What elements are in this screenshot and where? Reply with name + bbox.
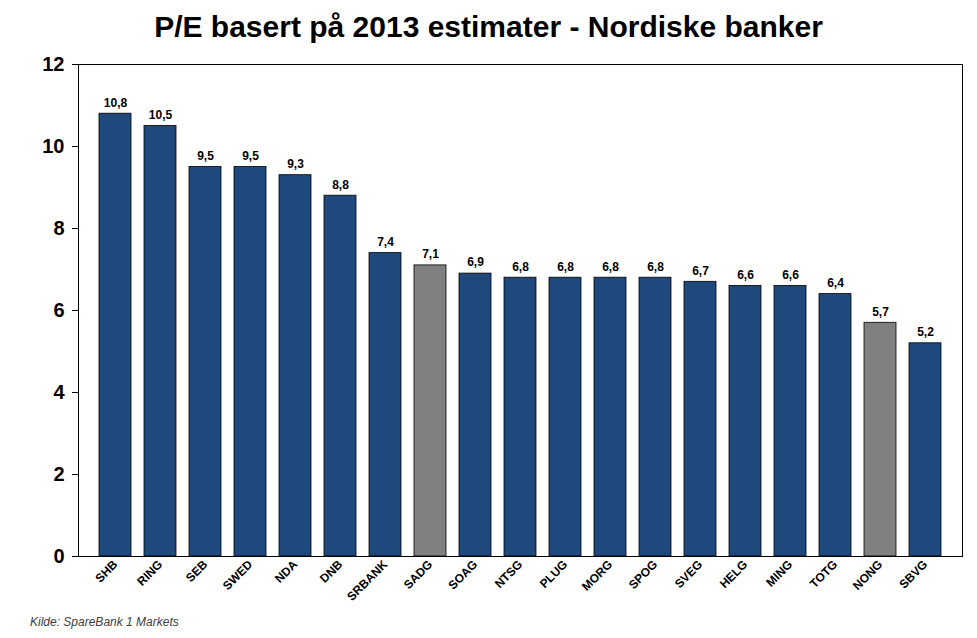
- svg-text:DNB: DNB: [317, 557, 346, 586]
- svg-text:6,8: 6,8: [557, 260, 574, 274]
- html-text:Kilde: SpareBank 1 Markets: Kilde: SpareBank 1 Markets: [30, 615, 179, 629]
- svg-text:6,6: 6,6: [737, 268, 754, 282]
- svg-text:9,5: 9,5: [197, 149, 214, 163]
- svg-text:SEB: SEB: [183, 557, 211, 585]
- svg-text:5,7: 5,7: [872, 305, 889, 319]
- svg-text:2: 2: [53, 463, 64, 485]
- svg-text:RING: RING: [134, 557, 165, 588]
- svg-text:9,5: 9,5: [242, 149, 259, 163]
- svg-text:7,4: 7,4: [377, 235, 394, 249]
- svg-text:9,3: 9,3: [287, 157, 304, 171]
- svg-text:6,9: 6,9: [467, 255, 484, 269]
- svg-text:PLUG: PLUG: [537, 557, 570, 590]
- html-text:P/E basert på 2013 estimater -: P/E basert på 2013 estimater - Nordiske …: [154, 10, 823, 43]
- svg-text:SBVG: SBVG: [896, 557, 930, 591]
- svg-text:6,8: 6,8: [647, 260, 664, 274]
- svg-text:0: 0: [53, 545, 64, 567]
- svg-text:6,8: 6,8: [512, 260, 529, 274]
- svg-text:6,7: 6,7: [692, 264, 709, 278]
- svg-text:SOAG: SOAG: [445, 557, 480, 592]
- svg-text:MORG: MORG: [579, 557, 615, 593]
- svg-text:NDA: NDA: [272, 557, 301, 586]
- svg-text:SVEG: SVEG: [672, 557, 705, 590]
- svg-text:4: 4: [53, 381, 65, 403]
- svg-text:NTSG: NTSG: [492, 557, 525, 590]
- svg-text:SWED: SWED: [220, 557, 256, 593]
- svg-text:5,2: 5,2: [917, 325, 934, 339]
- svg-text:8: 8: [53, 217, 64, 239]
- svg-text:10,5: 10,5: [149, 108, 173, 122]
- svg-text:10: 10: [42, 135, 64, 157]
- svg-text:6,6: 6,6: [782, 268, 799, 282]
- svg-text:10,8: 10,8: [104, 96, 128, 110]
- svg-text:TOTG: TOTG: [807, 557, 840, 590]
- svg-text:MING: MING: [763, 557, 795, 589]
- svg-text:12: 12: [42, 53, 64, 75]
- svg-text:8,8: 8,8: [332, 178, 349, 192]
- svg-text:SADG: SADG: [401, 557, 435, 591]
- svg-text:6,4: 6,4: [827, 276, 844, 290]
- svg-text:SRBANK: SRBANK: [344, 557, 390, 603]
- svg-text:6,8: 6,8: [602, 260, 619, 274]
- svg-text:7,1: 7,1: [422, 247, 439, 261]
- svg-text:SHB: SHB: [93, 557, 121, 585]
- svg-text:6: 6: [53, 299, 64, 321]
- svg-text:SPOG: SPOG: [626, 557, 660, 591]
- svg-text:NONG: NONG: [850, 557, 885, 592]
- svg-text:HELG: HELG: [717, 557, 750, 590]
